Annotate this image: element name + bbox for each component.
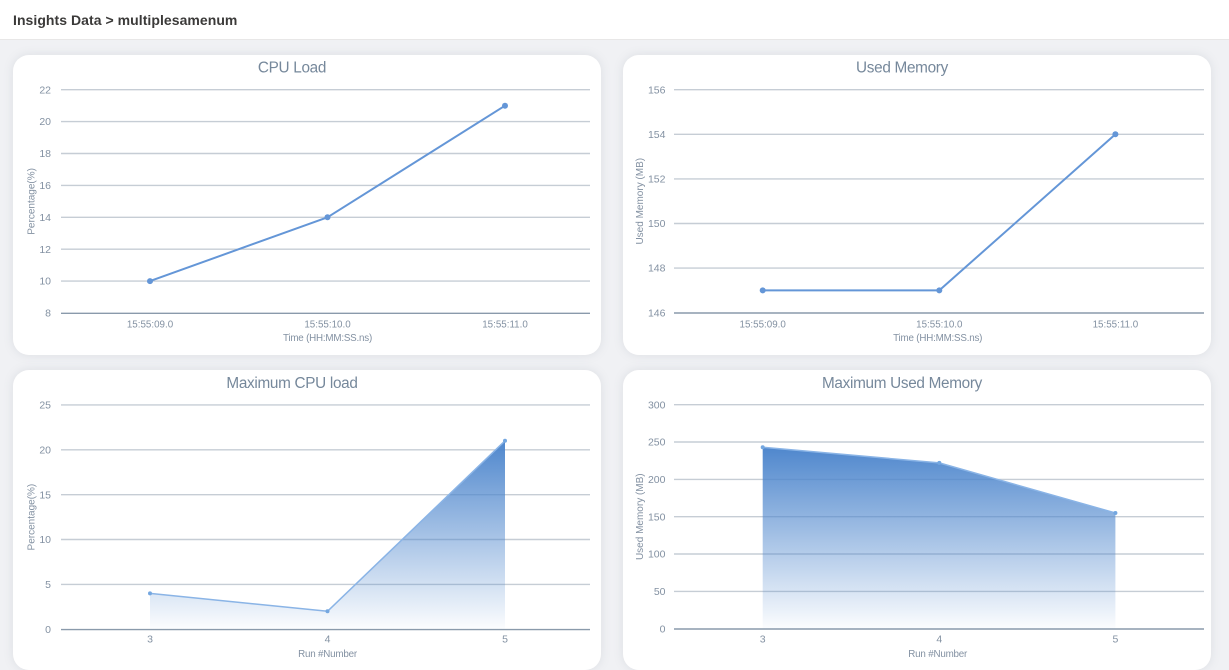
svg-text:16: 16 <box>39 180 51 192</box>
svg-text:154: 154 <box>648 129 666 141</box>
svg-text:Run #Number: Run #Number <box>298 649 358 660</box>
svg-text:3: 3 <box>147 633 153 645</box>
svg-text:5: 5 <box>502 633 508 645</box>
svg-text:15:55:10.0: 15:55:10.0 <box>304 320 351 331</box>
svg-text:50: 50 <box>654 586 666 598</box>
svg-text:146: 146 <box>648 307 666 319</box>
svg-text:Maximum CPU load: Maximum CPU load <box>226 375 357 392</box>
svg-text:15: 15 <box>39 489 51 501</box>
svg-text:15:55:09.0: 15:55:09.0 <box>127 320 174 331</box>
svg-text:CPU Load: CPU Load <box>258 60 326 77</box>
svg-text:0: 0 <box>660 623 666 635</box>
svg-text:148: 148 <box>648 263 666 275</box>
svg-text:300: 300 <box>648 399 666 411</box>
svg-text:250: 250 <box>648 436 666 448</box>
svg-text:15:55:10.0: 15:55:10.0 <box>916 320 963 331</box>
svg-text:200: 200 <box>648 474 666 486</box>
svg-text:12: 12 <box>39 244 51 256</box>
svg-text:Used Memory (MB): Used Memory (MB) <box>635 158 646 245</box>
svg-text:152: 152 <box>648 174 666 186</box>
svg-text:15:55:09.0: 15:55:09.0 <box>740 320 787 331</box>
svg-text:Percentage(%): Percentage(%) <box>26 483 37 550</box>
svg-text:Used Memory (MB): Used Memory (MB) <box>635 473 646 560</box>
svg-text:25: 25 <box>39 399 51 411</box>
svg-text:Used Memory: Used Memory <box>856 60 949 77</box>
svg-text:10: 10 <box>39 534 51 546</box>
svg-text:18: 18 <box>39 148 51 160</box>
svg-text:20: 20 <box>39 444 51 456</box>
svg-text:Time (HH:MM:SS.ns): Time (HH:MM:SS.ns) <box>283 333 372 344</box>
svg-text:150: 150 <box>648 511 666 523</box>
svg-text:Time (HH:MM:SS.ns): Time (HH:MM:SS.ns) <box>893 333 982 344</box>
svg-text:Percentage(%): Percentage(%) <box>26 168 37 235</box>
svg-text:5: 5 <box>1112 633 1118 645</box>
svg-text:15:55:11.0: 15:55:11.0 <box>482 320 528 331</box>
svg-text:14: 14 <box>39 212 51 224</box>
svg-text:0: 0 <box>45 623 51 635</box>
svg-text:4: 4 <box>325 633 331 645</box>
svg-text:3: 3 <box>760 633 766 645</box>
svg-text:Maximum Used Memory: Maximum Used Memory <box>822 375 983 392</box>
svg-text:8: 8 <box>45 308 51 320</box>
svg-text:22: 22 <box>39 84 51 96</box>
svg-text:150: 150 <box>648 218 666 230</box>
svg-text:5: 5 <box>45 579 51 591</box>
svg-text:Run #Number: Run #Number <box>908 649 968 660</box>
svg-text:100: 100 <box>648 548 666 560</box>
svg-text:4: 4 <box>936 633 942 645</box>
svg-text:15:55:11.0: 15:55:11.0 <box>1093 320 1139 331</box>
svg-text:20: 20 <box>39 116 51 128</box>
svg-text:156: 156 <box>648 84 666 96</box>
svg-text:10: 10 <box>39 276 51 288</box>
